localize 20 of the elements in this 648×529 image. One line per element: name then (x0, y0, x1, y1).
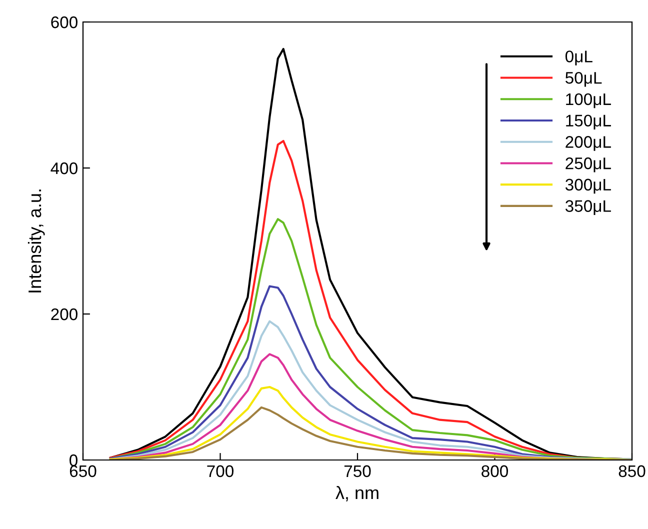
x-tick-label: 700 (207, 465, 234, 478)
y-tick-label: 600 (51, 16, 78, 28)
legend-label: 150μL (566, 114, 611, 130)
y-tick-label: 200 (51, 308, 78, 320)
legend-label: 250μL (566, 157, 611, 172)
legend-label: 100μL (566, 93, 611, 108)
y-axis-title: Intensity, a.u. (28, 190, 45, 292)
x-tick-label: 850 (618, 465, 646, 478)
x-tick-label: 750 (344, 465, 371, 478)
x-tick-label: 650 (70, 465, 96, 478)
line-series (109, 406, 632, 460)
legend-label: 350μL (565, 200, 611, 216)
legend-label: 50μL (566, 72, 602, 87)
y-tick-label: 400 (50, 162, 78, 174)
y-tick-label: 0 (70, 454, 78, 466)
legend-label: 0μL (565, 50, 592, 66)
legend-label: 200μL (566, 136, 611, 151)
x-tick-label: 800 (482, 465, 508, 478)
x-axis-title: λ, nm (336, 486, 378, 502)
legend-label: 300μL (565, 178, 611, 194)
